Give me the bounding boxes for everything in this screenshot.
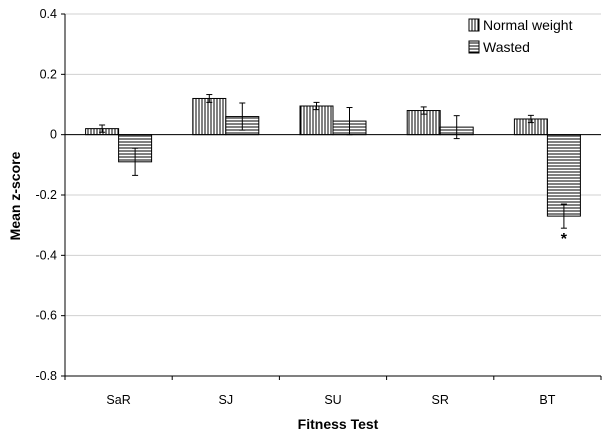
x-tick-label: SR <box>432 393 449 407</box>
bar-normal-weight-sj <box>192 97 227 136</box>
y-tick-label: -0.6 <box>35 309 57 323</box>
x-tick-label: SU <box>324 393 341 407</box>
y-tick-label: 0 <box>50 128 57 142</box>
x-axis: SaR SJ SU SR BT <box>64 134 602 407</box>
legend-label: Wasted <box>483 39 530 55</box>
bar-normal-weight-su <box>299 105 334 136</box>
y-tick-label: -0.2 <box>35 188 57 202</box>
y-tick-label: -0.4 <box>35 248 57 262</box>
significance-asterisk: * <box>561 231 568 248</box>
legend: Normal weight Wasted <box>468 17 573 55</box>
y-tick-label: 0.4 <box>40 7 57 21</box>
x-tick-label: SaR <box>106 393 130 407</box>
y-tick-label: -0.8 <box>35 369 57 383</box>
y-tick-label: 0.2 <box>40 67 57 81</box>
legend-label: Normal weight <box>483 17 573 33</box>
x-axis-title: Fitness Test <box>298 416 379 432</box>
legend-swatch <box>468 18 480 32</box>
bars <box>85 97 581 217</box>
y-axis-title: Mean z-score <box>7 151 23 240</box>
legend-swatch <box>468 40 480 54</box>
gridlines <box>65 13 601 377</box>
x-tick-label: BT <box>539 393 555 407</box>
bar-wasted-bt <box>546 134 581 217</box>
error-bars <box>99 94 567 229</box>
y-axis: 0.4 0.2 0 -0.2 -0.4 -0.6 -0.8 <box>35 7 66 383</box>
annotations: * <box>561 231 568 248</box>
x-tick-label: SJ <box>219 393 234 407</box>
